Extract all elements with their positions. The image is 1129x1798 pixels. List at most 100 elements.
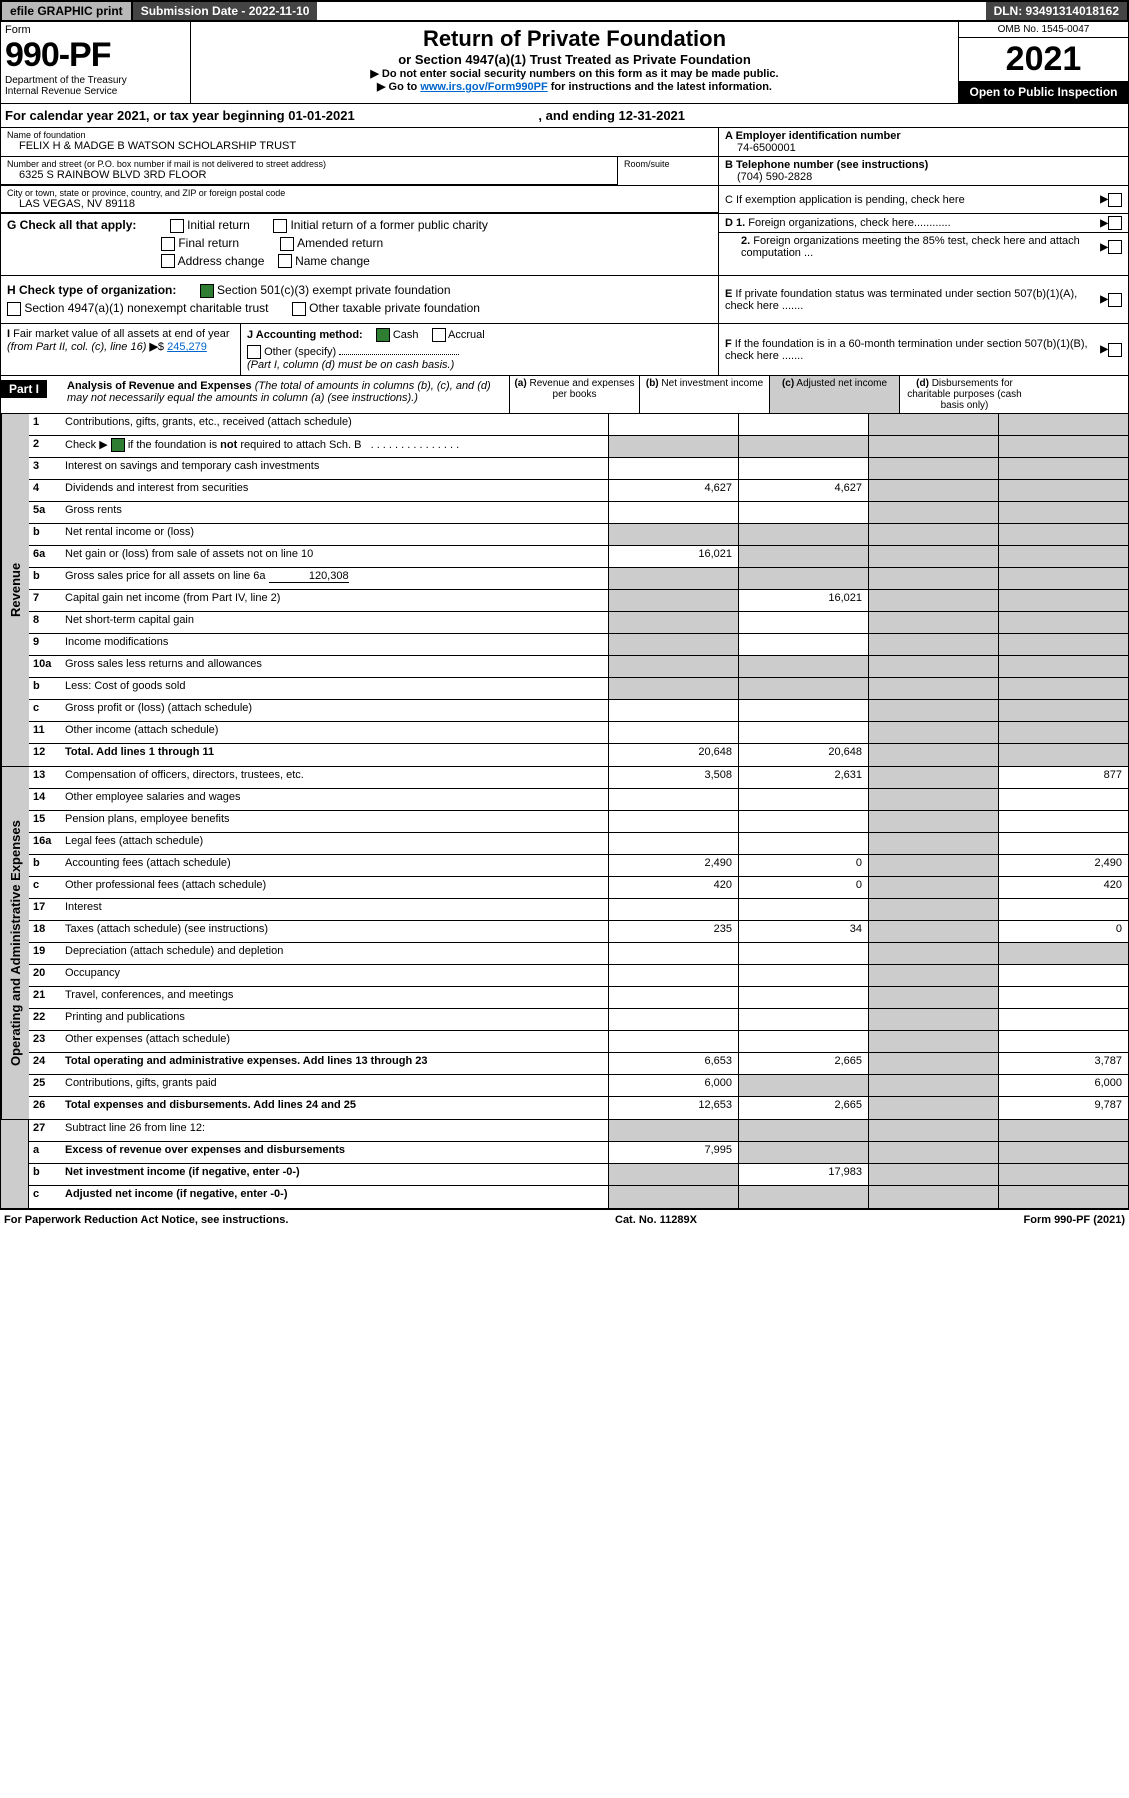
line-number: 24	[29, 1053, 61, 1074]
addr-value: 6325 S RAINBOW BLVD 3RD FLOOR	[7, 169, 611, 181]
table-row: 11Other income (attach schedule)	[29, 722, 1128, 744]
schb-checkbox[interactable]	[111, 438, 125, 452]
line-description: Compensation of officers, directors, tru…	[61, 767, 608, 788]
cell-b	[738, 789, 868, 810]
line-description: Contributions, gifts, grants, etc., rece…	[61, 414, 608, 435]
cell-a	[608, 458, 738, 479]
line-description: Net short-term capital gain	[61, 612, 608, 633]
part1-header-row: Part I Analysis of Revenue and Expenses …	[0, 376, 1129, 414]
cell-a	[608, 502, 738, 523]
h-501c3-checkbox[interactable]	[200, 284, 214, 298]
line-number: 9	[29, 634, 61, 655]
j-other-checkbox[interactable]	[247, 345, 261, 359]
dept-treasury: Department of the TreasuryInternal Reven…	[5, 75, 186, 97]
cell-a	[608, 436, 738, 457]
table-row: 16aLegal fees (attach schedule)	[29, 833, 1128, 855]
cell-a	[608, 1009, 738, 1030]
page-footer: For Paperwork Reduction Act Notice, see …	[0, 1209, 1129, 1230]
cell-c	[868, 965, 998, 986]
cell-c	[868, 1053, 998, 1074]
line-number: 5a	[29, 502, 61, 523]
cell-d	[998, 987, 1128, 1008]
line-number: b	[29, 1164, 61, 1185]
j-label: J Accounting method:	[247, 329, 363, 341]
line-number: c	[29, 700, 61, 721]
g-initial-former-checkbox[interactable]	[273, 219, 287, 233]
line-number: 2	[29, 436, 61, 457]
line-number: 8	[29, 612, 61, 633]
cell-b	[738, 1009, 868, 1030]
cell-c	[868, 656, 998, 677]
cell-d	[998, 700, 1128, 721]
cell-d: 0	[998, 921, 1128, 942]
irs-link[interactable]: www.irs.gov/Form990PF	[420, 81, 547, 93]
g-initial-checkbox[interactable]	[170, 219, 184, 233]
e-label: E If private foundation status was termi…	[725, 288, 1100, 312]
cell-d	[998, 414, 1128, 435]
col-a-header: (a) Revenue and expenses per books	[509, 376, 639, 413]
table-row: 6aNet gain or (loss) from sale of assets…	[29, 546, 1128, 568]
j-accrual-checkbox[interactable]	[432, 328, 446, 342]
c-checkbox[interactable]	[1108, 193, 1122, 207]
cell-c	[868, 722, 998, 743]
cell-c	[868, 568, 998, 589]
g-d-row: G Check all that apply: Initial return I…	[0, 214, 1129, 276]
efile-print-button[interactable]: efile GRAPHIC print	[2, 2, 133, 20]
cell-d	[998, 502, 1128, 523]
line-number: 16a	[29, 833, 61, 854]
d2-checkbox[interactable]	[1108, 240, 1122, 254]
cell-b	[738, 965, 868, 986]
i-value-link[interactable]: 245,279	[167, 341, 207, 353]
g-final-checkbox[interactable]	[161, 237, 175, 251]
form-title: Return of Private Foundation	[195, 26, 954, 52]
foundation-name: FELIX H & MADGE B WATSON SCHOLARSHIP TRU…	[7, 140, 712, 152]
table-row: 10aGross sales less returns and allowanc…	[29, 656, 1128, 678]
phone-label: B Telephone number (see instructions)	[725, 159, 1122, 171]
cell-b	[738, 678, 868, 699]
open-public: Open to Public Inspection	[959, 81, 1128, 103]
cell-d	[998, 568, 1128, 589]
line-number: b	[29, 568, 61, 589]
line-description: Dividends and interest from securities	[61, 480, 608, 501]
cell-b	[738, 1031, 868, 1052]
e-checkbox[interactable]	[1108, 293, 1122, 307]
table-row: 26Total expenses and disbursements. Add …	[29, 1097, 1128, 1119]
col-b-header: (b) Net investment income	[639, 376, 769, 413]
f-checkbox[interactable]	[1108, 343, 1122, 357]
cell-b	[738, 458, 868, 479]
cell-a: 7,995	[608, 1142, 738, 1163]
cell-b	[738, 502, 868, 523]
j-cash-checkbox[interactable]	[376, 328, 390, 342]
line-description: Interest	[61, 899, 608, 920]
cell-a: 6,653	[608, 1053, 738, 1074]
d1-checkbox[interactable]	[1108, 216, 1122, 230]
line-description: Subtract line 26 from line 12:	[61, 1120, 608, 1141]
line-number: 27	[29, 1120, 61, 1141]
line-description: Adjusted net income (if negative, enter …	[61, 1186, 608, 1208]
table-row: aExcess of revenue over expenses and dis…	[29, 1142, 1128, 1164]
g-amended-checkbox[interactable]	[280, 237, 294, 251]
line-number: b	[29, 524, 61, 545]
col-c-header: (c) Adjusted net income	[769, 376, 899, 413]
cell-b	[738, 634, 868, 655]
table-row: 12Total. Add lines 1 through 1120,64820,…	[29, 744, 1128, 766]
h-4947-checkbox[interactable]	[7, 302, 21, 316]
cell-c	[868, 678, 998, 699]
cell-c	[868, 833, 998, 854]
cell-a	[608, 656, 738, 677]
line-description: Other professional fees (attach schedule…	[61, 877, 608, 898]
cell-b	[738, 612, 868, 633]
g-addr-checkbox[interactable]	[161, 254, 175, 268]
line-number: 11	[29, 722, 61, 743]
g-name-checkbox[interactable]	[278, 254, 292, 268]
cell-c	[868, 1097, 998, 1119]
cell-a	[608, 965, 738, 986]
line-description: Capital gain net income (from Part IV, l…	[61, 590, 608, 611]
cell-c	[868, 634, 998, 655]
line-number: 15	[29, 811, 61, 832]
d1-label: D 1. Foreign organizations, check here..…	[725, 217, 1100, 229]
line-description: Gross rents	[61, 502, 608, 523]
cell-d	[998, 590, 1128, 611]
table-row: 19Depreciation (attach schedule) and dep…	[29, 943, 1128, 965]
h-other-checkbox[interactable]	[292, 302, 306, 316]
